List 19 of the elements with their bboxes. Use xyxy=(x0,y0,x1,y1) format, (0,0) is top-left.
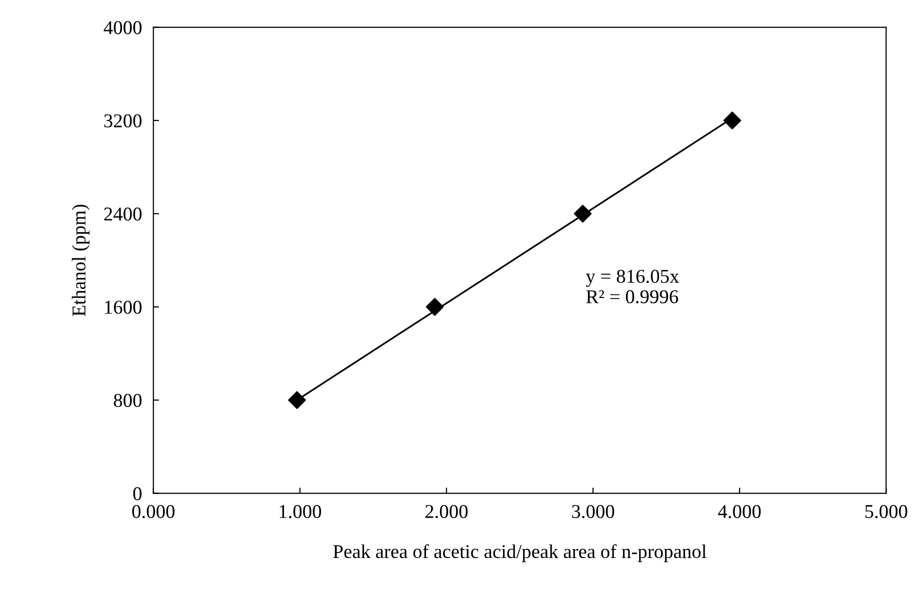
y-tick-label: 3200 xyxy=(104,114,142,128)
point xyxy=(426,298,444,316)
y-tick-label: 1600 xyxy=(105,300,142,314)
y-tick-label: 800 xyxy=(114,394,142,408)
x-tick-label: 1.000 xyxy=(280,504,322,518)
x-tick-label: 5.000 xyxy=(865,504,908,518)
point xyxy=(288,391,306,409)
annotation: y = 816.05x R² = 0.9996 xyxy=(586,270,680,304)
x-tick-label: 2.000 xyxy=(425,504,468,518)
y-tick-label: 0 xyxy=(133,487,142,500)
point xyxy=(723,112,742,130)
x-axis-title: Peak area of acetic acid/peak area of n-propanol xyxy=(333,544,706,562)
y-tick-label: 2400 xyxy=(104,207,142,221)
x-tick-label: 3.000 xyxy=(572,504,614,518)
y-axis-title: Ethanol (ppm) xyxy=(72,204,90,316)
point xyxy=(574,204,592,223)
x-tick-label: 4.000 xyxy=(718,504,761,518)
x-tick-label: 0.000 xyxy=(132,504,175,518)
y-tick-label: 4000 xyxy=(104,21,142,34)
